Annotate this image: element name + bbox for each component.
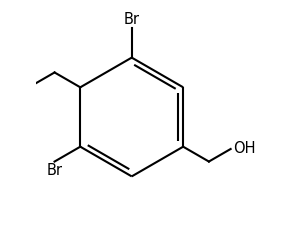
Text: OH: OH bbox=[233, 142, 255, 157]
Text: Br: Br bbox=[124, 12, 140, 27]
Text: Br: Br bbox=[46, 163, 63, 178]
